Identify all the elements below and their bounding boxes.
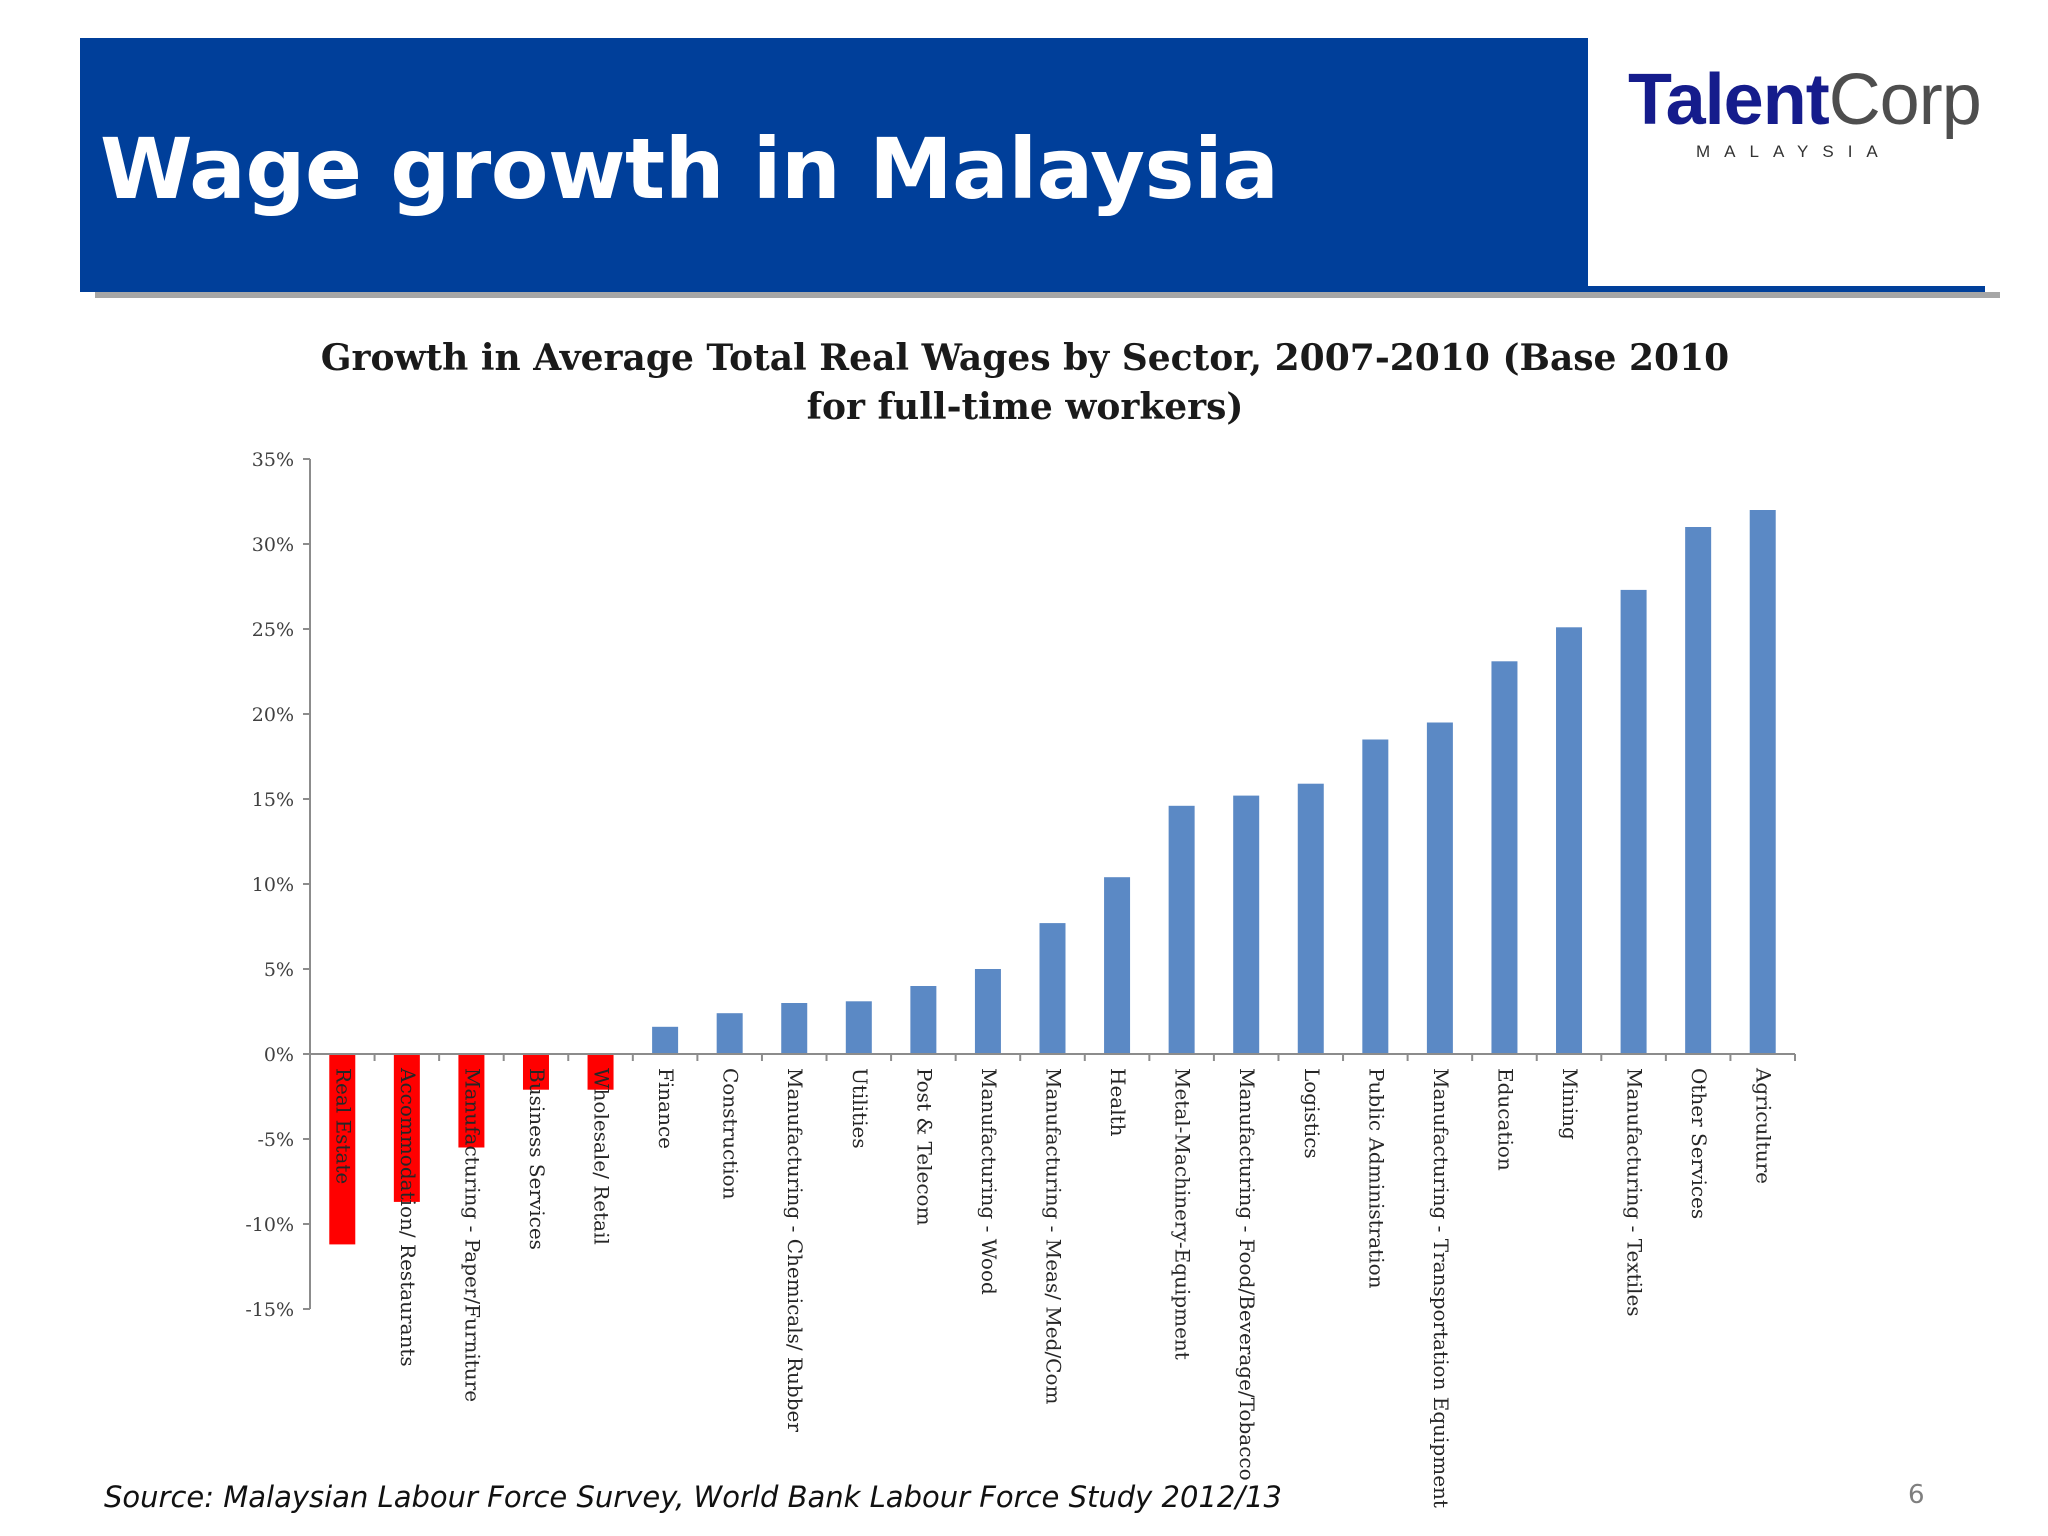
chart-title: Growth in Average Total Real Wages by Se…	[300, 334, 1750, 432]
bar	[1168, 805, 1195, 1054]
bar	[974, 969, 1001, 1054]
x-category-label: Mining	[1558, 1068, 1582, 1140]
bar	[522, 1054, 549, 1090]
x-category-label: Manufacturing - Meas/ Med/Com	[1042, 1068, 1066, 1405]
bar	[1362, 739, 1389, 1054]
x-category-label: Post & Telecom	[912, 1068, 936, 1226]
y-tick-label: 15%	[252, 789, 294, 811]
bar	[781, 1003, 808, 1054]
bar	[1297, 783, 1324, 1054]
x-category-label: Construction	[719, 1068, 743, 1200]
x-category-label: Agriculture	[1752, 1067, 1776, 1184]
bar	[910, 986, 937, 1054]
x-category-label: Wholesale/ Retail	[590, 1068, 614, 1245]
x-category-label: Manufacturing - Wood	[977, 1068, 1001, 1295]
bar	[458, 1054, 485, 1148]
x-category-label: Public Administration	[1364, 1068, 1388, 1289]
bar	[1556, 627, 1583, 1054]
x-category-label: Manufacturing - Chemicals/ Rubber	[783, 1068, 807, 1432]
x-category-label: Real Estate	[331, 1068, 355, 1184]
x-category-label: Other Services	[1687, 1068, 1711, 1219]
x-category-label: Education	[1493, 1068, 1517, 1171]
x-category-label: Manufacturing - Food/Beverage/Tobacco	[1235, 1068, 1259, 1481]
bar	[329, 1054, 356, 1245]
y-tick-label: -15%	[245, 1299, 294, 1321]
bar	[716, 1013, 743, 1054]
bar	[1233, 795, 1260, 1054]
logo-brand-secondary: Corp	[1828, 60, 1982, 140]
x-category-label: Health	[1106, 1068, 1130, 1137]
header-bar	[80, 38, 1588, 292]
x-category-label: Accommodation/ Restaurants	[396, 1067, 420, 1367]
bar	[1491, 661, 1518, 1054]
x-category-label: Metal-Machinery-Equipment	[1171, 1068, 1195, 1360]
y-tick-label: -5%	[257, 1129, 294, 1151]
x-category-label: Utilities	[848, 1068, 872, 1149]
talentcorp-logo: TalentCorp MALAYSIA	[1628, 58, 1982, 168]
y-tick-label: 10%	[252, 874, 294, 896]
y-tick-label: -10%	[245, 1214, 294, 1236]
x-category-label: Finance	[654, 1068, 678, 1149]
y-tick-label: 0%	[264, 1044, 294, 1066]
header-divider	[80, 286, 1985, 292]
page-number: 6	[1908, 1480, 1925, 1510]
logo-brand-primary: Talent	[1628, 60, 1830, 140]
bar	[1039, 923, 1066, 1054]
chart-title-line-1: Growth in Average Total Real Wages by Se…	[320, 337, 1730, 379]
y-tick-label: 20%	[252, 704, 294, 726]
bar	[652, 1026, 679, 1054]
bar	[1104, 877, 1131, 1054]
bar	[587, 1054, 614, 1090]
bar	[1685, 527, 1712, 1054]
source-note: Source: Malaysian Labour Force Survey, W…	[104, 1480, 1283, 1514]
bar	[1426, 722, 1453, 1054]
page-title: Wage growth in Malaysia	[100, 120, 1279, 218]
chart-title-line-2: for full-time workers)	[806, 386, 1244, 428]
y-tick-label: 5%	[264, 959, 294, 981]
y-tick-label: 25%	[252, 619, 294, 641]
x-category-label: Business Services	[525, 1068, 549, 1250]
x-category-label: Manufacturing - Transportation Equipment	[1429, 1068, 1453, 1508]
y-tick-label: 30%	[252, 534, 294, 556]
bar	[1620, 589, 1647, 1054]
bar	[1749, 510, 1776, 1054]
bar	[393, 1054, 420, 1202]
x-category-label: Logistics	[1300, 1068, 1324, 1159]
x-category-label: Manufacturing - Paper/Furniture	[460, 1068, 484, 1402]
logo-country: MALAYSIA	[1696, 142, 1892, 161]
header-divider-shadow	[95, 292, 2000, 298]
x-category-label: Manufacturing - Textiles	[1623, 1068, 1647, 1317]
bar	[845, 1001, 872, 1054]
y-tick-label: 35%	[252, 449, 294, 471]
